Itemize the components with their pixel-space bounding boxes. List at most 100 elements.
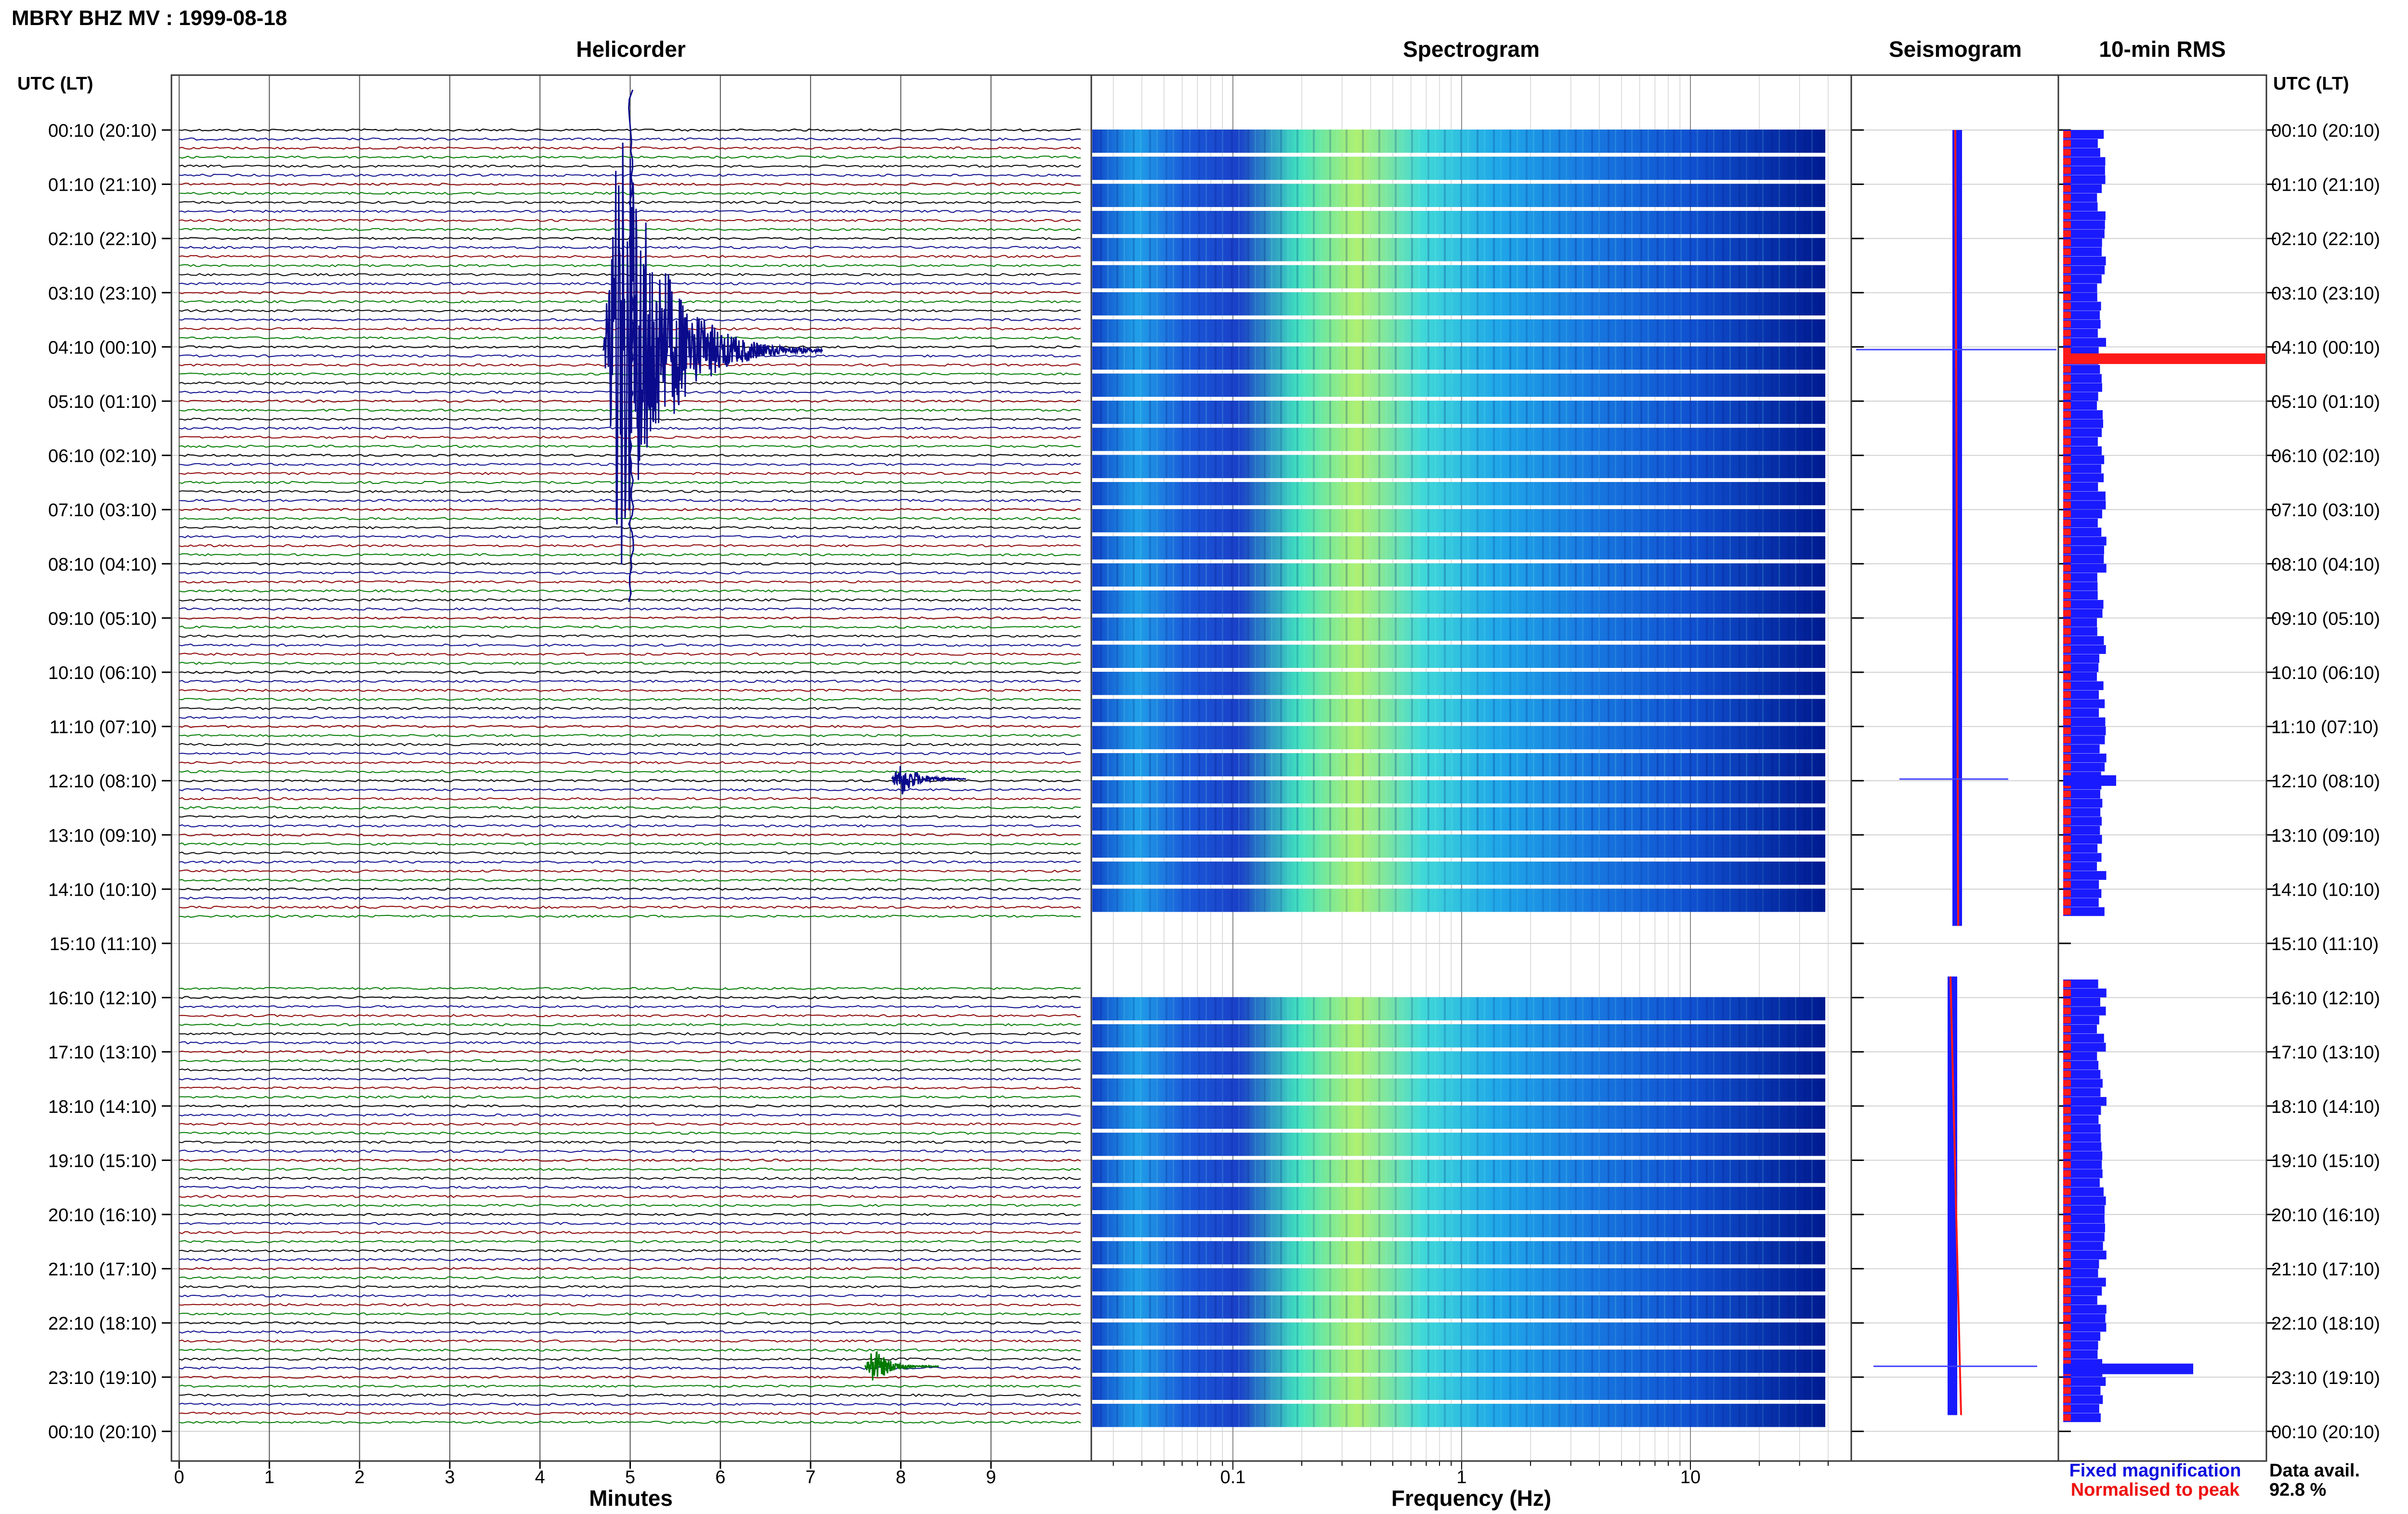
rms-bar-fixed [2063, 247, 2102, 257]
time-label-right: 05:10 (01:10) [2271, 392, 2380, 412]
rms-bar-fixed [2063, 1377, 2106, 1386]
rms-bar-fixed [2063, 1331, 2101, 1341]
rms-bar-normalised [2063, 167, 2071, 174]
helicorder-header: Helicorder [576, 37, 686, 62]
helicorder-trace-row [179, 1303, 1081, 1306]
rms-bar-fixed [2063, 672, 2097, 681]
time-label-left: 11:10 (07:10) [50, 718, 157, 738]
rms-bar-fixed [2063, 130, 2104, 139]
spectrogram-texture [1092, 265, 1825, 288]
helicorder-trace-row [179, 1231, 1081, 1234]
time-label-right: 06:10 (02:10) [2271, 446, 2380, 467]
helicorder-trace-row [179, 1014, 1081, 1018]
rms-bar-normalised [2063, 1315, 2071, 1322]
rms-event-bar [2063, 353, 2265, 364]
time-label-left: 21:10 (17:10) [48, 1260, 157, 1280]
helicorder-trace-row [179, 1276, 1081, 1279]
helicorder-trace-row [179, 716, 1081, 719]
rms-bar-normalised [2063, 275, 2071, 283]
spectrogram-texture [1092, 536, 1825, 560]
rms-bar-fixed [2063, 184, 2102, 193]
time-label-left: 05:10 (01:10) [48, 392, 157, 412]
time-label-left: 19:10 (15:10) [48, 1151, 157, 1171]
spectrogram-texture [1092, 210, 1825, 235]
rms-bar-fixed [2063, 500, 2106, 509]
time-label-left: 22:10 (18:10) [48, 1314, 157, 1334]
event-waveform [864, 1350, 939, 1381]
rms-bar-fixed [2063, 907, 2105, 916]
helicorder-trace-row [179, 1294, 1081, 1298]
helicorder-trace-row [179, 1122, 1081, 1126]
helicorder-trace-row [179, 1411, 1081, 1415]
helicorder-trace-row [179, 797, 1081, 801]
rms-bar-normalised [2063, 321, 2071, 327]
helicorder-trace-row [179, 634, 1081, 638]
rms-bar-normalised [2063, 655, 2071, 662]
rms-bar-fixed [2063, 1350, 2098, 1359]
rms-bar-normalised [2063, 1296, 2071, 1304]
helicorder-trace-row [179, 1068, 1081, 1072]
rms-bar-fixed [2063, 1314, 2106, 1323]
rms-bar-fixed [2063, 1341, 2098, 1350]
rms-bar-normalised [2063, 709, 2071, 716]
rms-bar-fixed [2063, 157, 2106, 166]
spectrogram-texture [1092, 617, 1825, 641]
rms-bar-fixed [2063, 817, 2102, 826]
rms-bar-normalised [2063, 600, 2071, 608]
rms-bar-normalised [2063, 1143, 2071, 1150]
rms-bar-normalised [2063, 881, 2071, 888]
rms-bar-fixed [2063, 681, 2104, 691]
rms-bar-normalised [2063, 998, 2071, 1005]
helicorder-trace-row [179, 743, 1081, 746]
rms-bar-fixed [2063, 1196, 2106, 1205]
minute-tick-label: 3 [445, 1467, 455, 1488]
rms-bar-normalised [2063, 592, 2071, 599]
rms-bar-fixed [2063, 708, 2099, 718]
helicorder-trace-row [179, 1384, 1081, 1388]
helicorder-trace-row [179, 896, 1081, 900]
helicorder-trace-row [179, 1186, 1081, 1189]
rms-bar-fixed [2063, 1088, 2101, 1097]
rms-bar-normalised [2063, 899, 2071, 906]
rms-bar-normalised [2063, 556, 2071, 562]
rms-bar-normalised [2063, 483, 2071, 490]
helicorder-traces [179, 90, 1081, 1424]
helicorder-trace-row [179, 1240, 1081, 1243]
rms-bar-normalised [2063, 429, 2071, 436]
rms-bar-normalised [2063, 691, 2071, 698]
rms-bar-normalised [2063, 375, 2071, 382]
minute-tick-label: 7 [806, 1467, 816, 1488]
rms-bar-fixed [2063, 383, 2102, 392]
rms-bar-normalised [2063, 203, 2071, 210]
rms-bar-fixed [2063, 536, 2107, 546]
helicorder-trace-row [179, 833, 1081, 837]
spectrogram-texture [1092, 238, 1825, 261]
rms-bar-fixed [2063, 699, 2105, 708]
rms-bar-normalised [2063, 329, 2071, 337]
rms-bar-normalised [2063, 1405, 2071, 1412]
rms-bar-normalised [2063, 1161, 2071, 1168]
rms-bar-normalised [2063, 1197, 2071, 1204]
rms-bar-normalised [2063, 1332, 2071, 1340]
rms-bar-normalised [2063, 1224, 2071, 1231]
rms-bar-fixed [2063, 482, 2098, 492]
rms-bar-normalised [2063, 221, 2071, 228]
rms-bar-normalised [2063, 736, 2071, 744]
spectrogram-texture [1092, 157, 1825, 180]
helicorder-trace-row [179, 1285, 1081, 1289]
helicorder-trace-row [179, 607, 1081, 611]
rms-bar-fixed [2063, 789, 2100, 799]
rms-bar-normalised [2063, 239, 2071, 246]
rms-bar-fixed [2063, 1016, 2099, 1025]
rms-bar-normalised [2063, 393, 2071, 400]
rms-bar-fixed [2063, 1169, 2103, 1178]
spectrogram-texture [1092, 482, 1825, 506]
helicorder-trace-row [179, 1258, 1081, 1262]
helicorder-trace-row [179, 1077, 1081, 1081]
rms-bar-normalised [2063, 745, 2071, 752]
time-label-left: 23:10 (19:10) [48, 1368, 157, 1388]
helicorder-trace-row [179, 1357, 1081, 1361]
rms-bar-normalised [2063, 293, 2071, 300]
rms-bar-normalised [2063, 519, 2071, 526]
rms-bar-fixed [2063, 1070, 2101, 1079]
